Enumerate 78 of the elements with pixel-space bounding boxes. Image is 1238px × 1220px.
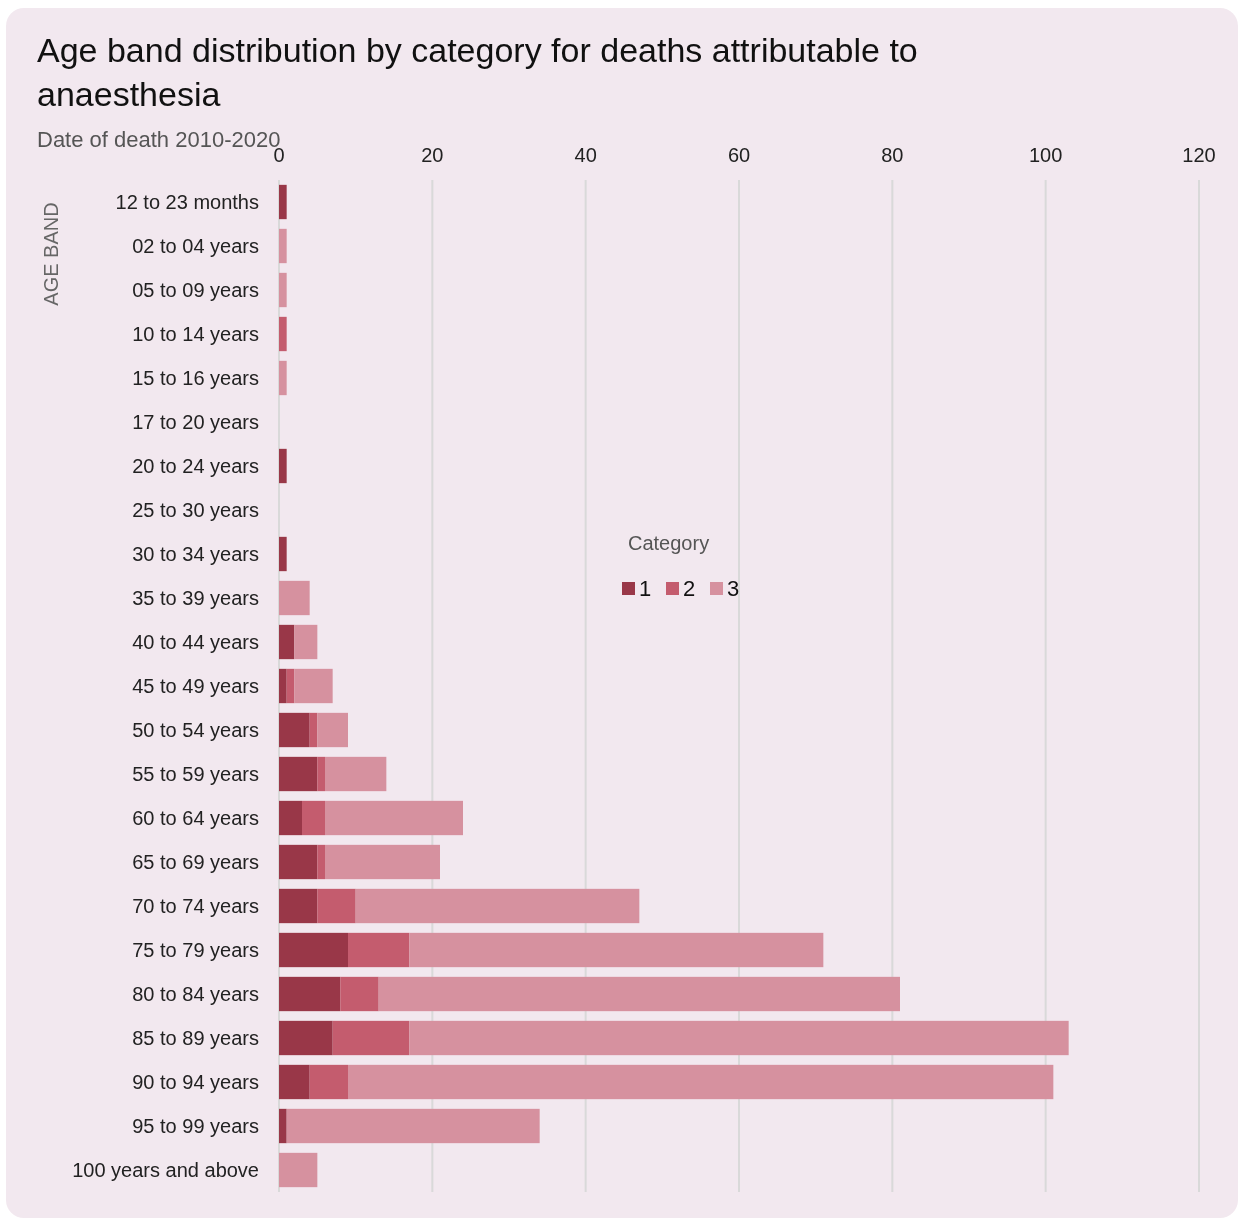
- y-tick-label: 70 to 74 years: [132, 895, 259, 917]
- bar: [317, 756, 325, 792]
- bar: [317, 844, 325, 880]
- bar: [279, 712, 310, 748]
- bar: [378, 976, 900, 1012]
- y-tick-label: 17 to 20 years: [132, 411, 259, 433]
- bar: [279, 184, 287, 220]
- x-tick-label: 80: [881, 144, 904, 166]
- bar: [332, 1020, 410, 1056]
- y-tick-label: 75 to 79 years: [132, 939, 259, 961]
- bar: [279, 844, 318, 880]
- y-tick-label: 95 to 99 years: [132, 1115, 259, 1137]
- y-tick-label: 55 to 59 years: [132, 763, 259, 785]
- legend-label: 2: [683, 576, 696, 601]
- bar: [279, 668, 287, 704]
- bar: [294, 624, 318, 660]
- chart-title: Age band distribution by category for deaths attributable to anaesthesia: [37, 31, 918, 113]
- y-tick-label: 12 to 23 months: [115, 191, 259, 213]
- bar: [309, 712, 318, 748]
- bar: [325, 844, 440, 880]
- bar: [279, 756, 318, 792]
- bar: [279, 448, 287, 484]
- legend-label: 1: [639, 576, 652, 601]
- bar: [348, 932, 410, 968]
- y-tick-label: 80 to 84 years: [132, 983, 259, 1005]
- x-tick-label: 100: [1028, 144, 1063, 166]
- x-tick-label: 120: [1182, 144, 1216, 166]
- bar: [279, 1020, 333, 1056]
- bar: [325, 756, 387, 792]
- x-tick-label: 60: [727, 144, 751, 166]
- bar: [279, 360, 287, 396]
- bar: [279, 1108, 287, 1144]
- bar: [279, 976, 341, 1012]
- legend-title: Category: [628, 532, 710, 554]
- y-tick-label: 85 to 89 years: [132, 1027, 259, 1049]
- bar: [279, 932, 348, 968]
- bar: [279, 316, 287, 352]
- bar: [317, 888, 356, 924]
- bar: [279, 580, 310, 616]
- bar: [340, 976, 379, 1012]
- x-tick-label: 20: [421, 144, 444, 166]
- y-tick-label: 20 to 24 years: [132, 455, 259, 477]
- bar: [279, 888, 318, 924]
- bar: [279, 1064, 310, 1100]
- bar: [294, 668, 333, 704]
- bar: [279, 272, 287, 308]
- bar: [286, 1108, 540, 1144]
- bar: [279, 536, 287, 572]
- bar: [355, 888, 640, 924]
- y-tick-label: 50 to 54 years: [132, 719, 259, 741]
- y-tick-label: 40 to 44 years: [132, 631, 259, 653]
- y-tick-label: 45 to 49 years: [132, 675, 259, 697]
- bar: [279, 800, 302, 836]
- bar: [279, 228, 287, 264]
- y-axis-title: AGE BAND: [40, 202, 62, 306]
- y-tick-label: 65 to 69 years: [132, 851, 259, 873]
- y-tick-label: 15 to 16 years: [132, 367, 259, 389]
- legend-label: 3: [727, 576, 740, 601]
- y-tick-label: 100 years and above: [72, 1159, 259, 1181]
- y-tick-label: 10 to 14 years: [132, 323, 259, 345]
- y-tick-label: 25 to 30 years: [132, 499, 259, 521]
- bar: [302, 800, 325, 836]
- y-tick-label: 35 to 39 years: [132, 587, 259, 609]
- bar: [317, 712, 348, 748]
- x-tick-label: 40: [574, 144, 597, 166]
- y-tick-label: 60 to 64 years: [132, 807, 259, 829]
- y-tick-label: 90 to 94 years: [132, 1071, 259, 1093]
- bar: [409, 932, 824, 968]
- bar: [309, 1064, 348, 1100]
- bar: [286, 668, 295, 704]
- y-tick-label: 02 to 04 years: [132, 235, 259, 257]
- bar: [279, 624, 295, 660]
- bar: [325, 800, 463, 836]
- bar: [409, 1020, 1069, 1056]
- y-tick-label: 05 to 09 years: [132, 279, 259, 301]
- bar: [348, 1064, 1054, 1100]
- bar: [279, 1152, 318, 1188]
- y-tick-label: 30 to 34 years: [132, 543, 259, 565]
